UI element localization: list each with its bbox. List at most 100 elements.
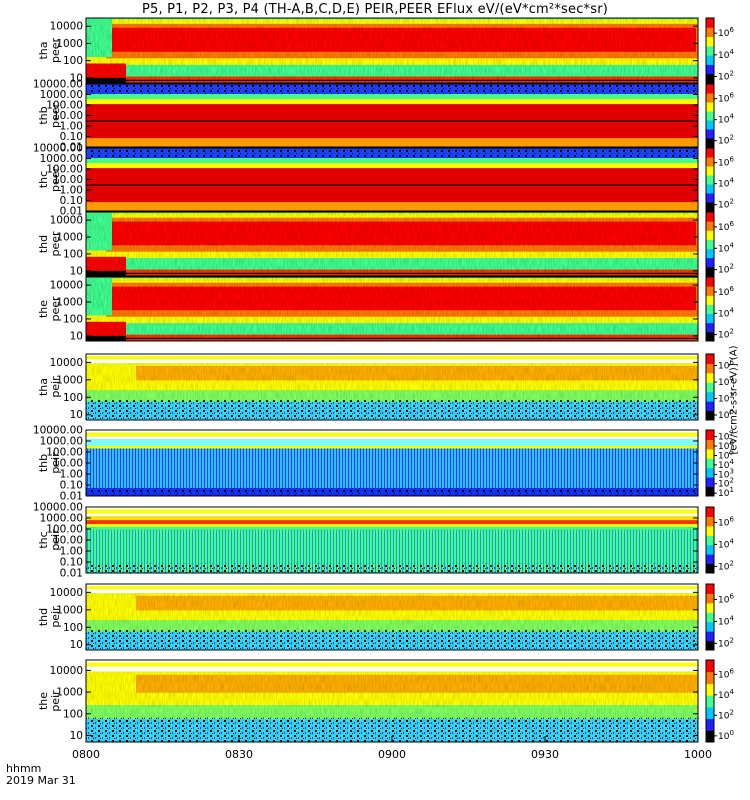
panel-thd-peir: 10000 1000 100 10 thd peir 106 104 102 [37,583,734,651]
colorbar-segment [706,467,714,478]
colorbar-segment [706,354,714,364]
y-tick-label: 100.00 [46,164,83,176]
colorbar-tick-label: 100 [718,729,734,742]
colorbar-segment [706,382,714,393]
colorbar-tick-label: 106 [718,667,734,680]
spectrogram-band [86,355,698,360]
y-tick-label: 10.00 [53,535,83,547]
spectrogram-band [86,439,698,446]
colorbar-frame [705,659,715,743]
y-tick-label: 10.00 [53,110,83,122]
spectrogram-image [86,212,698,276]
panel-probe-label: tha [37,378,50,396]
colorbar-tick-label: 106 [718,92,734,105]
colorbar-frame [705,276,715,342]
x-tick-label: 0900 [378,748,406,761]
spectrogram-band [86,509,698,514]
colorbar-segment [706,640,714,651]
colorbar-segment [706,36,714,47]
panel-probe-label: thd [37,608,50,626]
colorbar-segment [706,202,714,212]
y-tick-label: 100 [63,248,83,260]
spectrogram-image [86,277,698,341]
panel-species-label: peir [49,690,62,712]
panel-label: the peir [37,690,62,712]
y-tick-label: 0.01 [60,142,83,154]
spectrogram-band [86,589,698,594]
panel-label: thb peer [37,103,62,129]
y-tick-label: 10 [70,409,83,421]
y-tick-label: 1000 [56,374,83,386]
y-tick-label: 1000 [56,297,83,309]
colorbar-frame [705,506,715,574]
colorbar-segment [706,430,714,440]
colorbar-tick-label: 104 [718,241,734,254]
spectrogram-band [86,520,698,525]
y-tick-label: 1.00 [60,546,83,558]
y-tick-label: 100.00 [46,100,83,112]
colorbar-tick-label: 106 [718,592,734,605]
colorbar-segment [706,111,714,121]
panel-species-label: peir [49,452,62,474]
colorbar-segment [706,331,714,342]
chart-title: P5, P1, P2, P3, P4 (TH-A,B,C,D,E) PEIR,P… [141,2,609,17]
panel-thc-peer: 10000.001000.00100.0010.001.000.100.01th… [33,143,735,218]
y-tick-label: 1000.00 [40,89,83,101]
time-axis-label: hhmm [6,762,42,775]
spectrogram-band [86,436,698,440]
spectrogram-band [86,660,698,663]
y-tick-label: 10000.00 [33,502,83,514]
spectrogram-band [86,354,698,356]
y-tick-label: 1000 [56,687,83,699]
spectrogram-band [86,445,698,449]
y-tick-label: 10.00 [53,174,83,186]
colorbar-tick-label: 102 [718,708,734,721]
panel-probe-label: thd [37,235,50,253]
colorbar-tick-label: 104 [718,537,734,550]
colorbar-segment [706,266,714,277]
colorbar-segment [706,391,714,402]
colorbar-segment [706,631,714,642]
y-tick-label: 1.00 [60,121,83,133]
y-tick-label: 0.10 [60,131,83,143]
y-tick-label: 1000 [56,604,83,616]
colorbar-segment [706,257,714,268]
spectrogram-band [86,662,698,667]
colorbar-tick-label: 106 [718,220,734,233]
colorbar-segment [706,193,714,203]
y-tick-label: 100 [63,622,83,634]
x-tick-label: 1000 [684,748,712,761]
colorbar-segment [706,120,714,130]
colorbar-segment [706,27,714,38]
spectrogram-image [86,18,698,83]
colorbar-tick-label: 104 [718,614,734,627]
y-tick-label: 10000 [50,280,83,292]
colorbar-segment [706,295,714,305]
colorbar-tick-label: 102 [718,328,734,341]
panel-species-label: peer [49,231,62,257]
colorbar-segment [706,84,714,94]
y-tick-label: 10000 [50,357,83,369]
y-tick-label: 10000 [50,21,83,33]
colorbar: 106 104 102 [705,83,734,148]
panel-thb-peer: 10000.001000.00100.0010.001.000.100.01th… [33,79,735,154]
panel-probe-label: the [37,692,50,710]
spectrogram-band [86,585,698,590]
spectrogram-image [86,84,698,147]
panel-frame [85,211,699,277]
panel-frame [85,583,699,651]
texture-overlay [86,363,698,420]
y-tick-label: 100 [63,313,83,325]
panel-species-label: peer [49,38,62,64]
texture-overlay [86,84,698,95]
colorbar-segment [706,184,714,194]
panel-frame [85,276,699,342]
panel-the-peer: 10000 1000 100 10 the peer 106 104 102 [37,276,734,342]
colorbar-segment [706,439,714,450]
colorbar-tick-label: 106 [718,285,734,298]
spectrogram-band [86,432,698,437]
y-tick-label: 10000.00 [33,425,83,437]
